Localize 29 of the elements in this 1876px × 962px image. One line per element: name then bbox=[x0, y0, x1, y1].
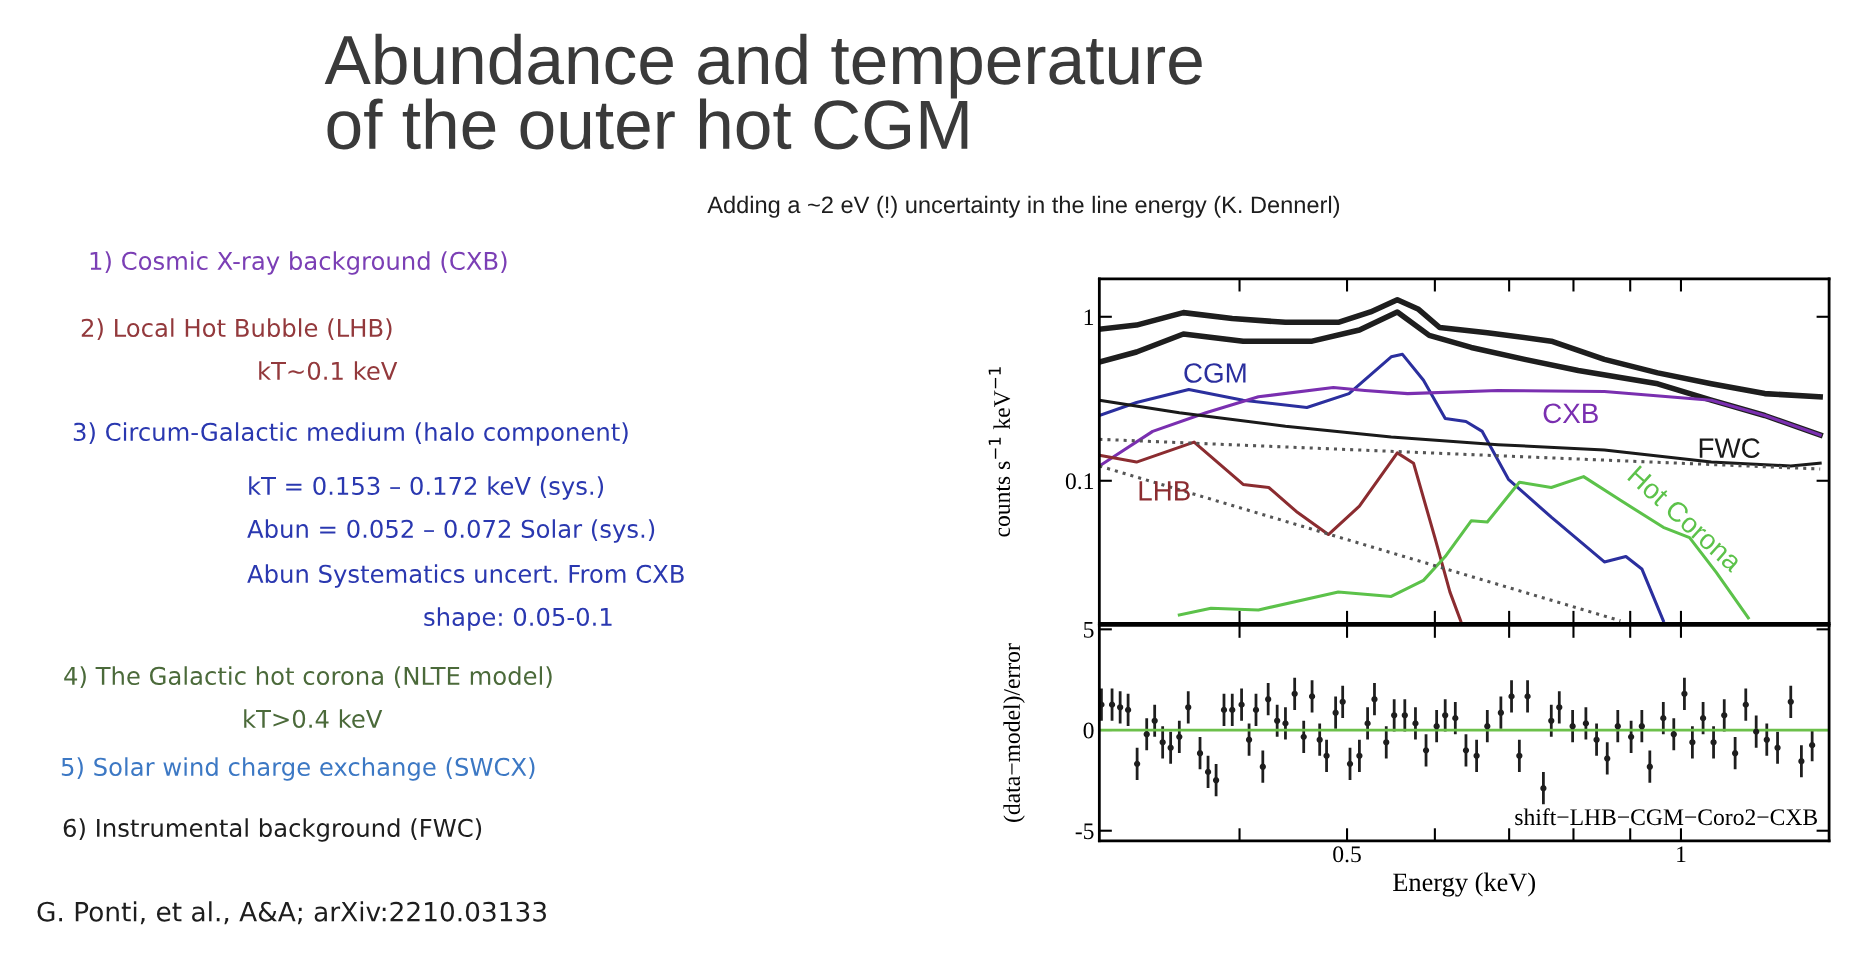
chart-subtitle: Adding a ~2 eV (!) uncertainty in the line energy (K. Dennerl) bbox=[707, 195, 1340, 218]
x-axis-title: Energy (keV) bbox=[1393, 872, 1535, 897]
text: kT = 0.153 – 0.172 keV (sys.) bbox=[249, 476, 604, 500]
series-label: CGM bbox=[1184, 363, 1246, 383]
y-tick-label: 0.1 bbox=[1065, 473, 1094, 490]
series-label: LHB bbox=[1139, 481, 1190, 501]
chart-title: Abundance and temperature of the outer hot CGM bbox=[324, 33, 1202, 150]
series-label: CXB bbox=[1543, 403, 1598, 424]
x-tick-label: 0.5 bbox=[1333, 846, 1361, 863]
series-label: FWC bbox=[1699, 438, 1760, 458]
y-tick-label: -5 bbox=[1075, 823, 1094, 840]
text: G. Ponti, et al., A&A; arXiv:2210.03133 bbox=[37, 901, 546, 925]
text: 2) Local Hot Bubble (LHB) bbox=[81, 318, 392, 340]
y-tick-label: 5 bbox=[1084, 622, 1094, 638]
y-axis-title: counts s$^{−1}$ keV$^{−1}$ bbox=[988, 367, 1011, 537]
text: kT~0.1 keV bbox=[259, 361, 398, 381]
text: kT>0.4 keV bbox=[244, 709, 383, 729]
text: 5) Solar wind charge exchange (SWCX) bbox=[61, 757, 535, 781]
text: 6) Instrumental background (FWC) bbox=[63, 818, 482, 842]
text: Abun = 0.052 – 0.072 Solar (sys.) bbox=[247, 519, 655, 543]
text: 4) The Galactic hot corona (NLTE model) bbox=[64, 666, 552, 688]
text: shape: 0.05-0.1 bbox=[424, 607, 612, 631]
text: 3) Circum-Galactic medium (halo component) bbox=[73, 422, 628, 446]
text: 1) Cosmic X-ray background (CXB) bbox=[90, 251, 507, 275]
y-axis-title: (data−model)/error bbox=[1003, 643, 1025, 822]
y-tick-label: 1 bbox=[1084, 309, 1094, 325]
y-tick-label: 0 bbox=[1083, 722, 1094, 739]
text: Abun Systematics uncert. From CXB bbox=[247, 564, 684, 588]
annotation: shift−LHB−CGM−Coro2−CXB bbox=[1515, 808, 1817, 826]
